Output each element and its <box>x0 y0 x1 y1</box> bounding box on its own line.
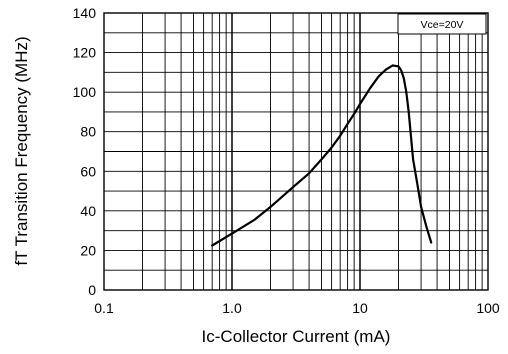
x-tick-label: 0.1 <box>94 300 114 316</box>
y-tick-label: 0 <box>88 282 96 298</box>
y-tick-label: 100 <box>73 84 97 100</box>
x-tick-label: 1.0 <box>222 300 242 316</box>
y-tick-label: 40 <box>80 203 96 219</box>
y-tick-label: 60 <box>80 163 96 179</box>
grid <box>104 13 488 290</box>
y-axis-title: fT Transition Frequency (MHz) <box>12 36 31 265</box>
legend-box: Vce=20V <box>397 13 487 35</box>
plot-frame <box>103 12 489 291</box>
x-axis-title: Ic-Collector Current (mA) <box>202 327 391 346</box>
y-tick-label: 120 <box>73 45 97 61</box>
x-tick-label: 10 <box>352 300 368 316</box>
y-tick-labels: 0 20 40 60 80 100 120 140 <box>73 5 97 298</box>
x-tick-labels: 0.1 1.0 10 100 <box>94 300 500 316</box>
y-tick-label: 20 <box>80 242 96 258</box>
y-tick-label: 140 <box>73 5 97 21</box>
legend-vce-label: Vce=20V <box>421 19 464 31</box>
ft-curve-line <box>211 64 433 247</box>
y-tick-label: 80 <box>80 124 96 140</box>
x-tick-label: 100 <box>476 300 500 316</box>
